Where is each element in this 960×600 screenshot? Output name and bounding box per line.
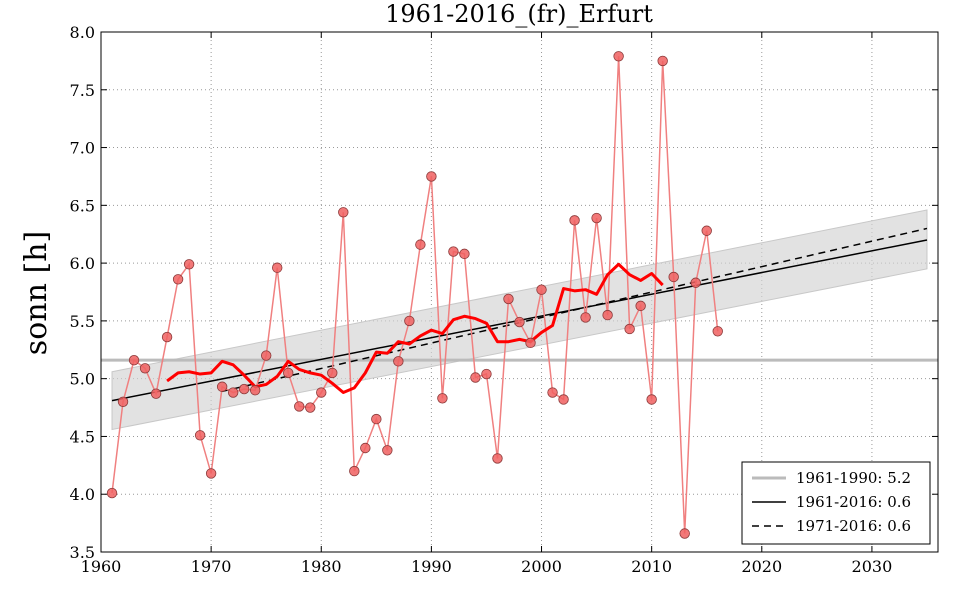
data-point-1992	[448, 246, 459, 257]
chart-title: 1961-2016_(fr)_Erfurt	[385, 0, 653, 28]
data-point-2014	[690, 277, 701, 288]
data-point-1965	[150, 388, 162, 399]
data-point-2016	[712, 326, 723, 337]
data-point-2013	[679, 528, 690, 539]
plot-area: 1960 1970 1980 1990 2000 2010 2020 2030 3.5 4.0 4.…	[70, 23, 939, 576]
data-point-1970	[205, 468, 217, 479]
x-tick-label-2010: 2010	[631, 557, 672, 576]
annual-series-line	[111, 56, 719, 534]
data-point-1982	[338, 207, 349, 218]
y-tick-label-7.5: 7.5	[70, 81, 95, 100]
y-tick-label-6.5: 6.5	[70, 196, 95, 215]
y-tick-label-3.5: 3.5	[70, 543, 95, 562]
data-point-1991	[437, 393, 448, 404]
axes-frame	[100, 31, 939, 553]
data-point-1993	[459, 248, 470, 260]
data-point-1998	[514, 316, 525, 328]
data-point-2011	[657, 55, 668, 67]
data-point-1966	[161, 331, 173, 343]
data-point-1977	[283, 367, 294, 379]
data-point-1996	[492, 453, 503, 464]
y-tick-label-5.5: 5.5	[70, 312, 95, 331]
y-tick-label-4.5: 4.5	[70, 427, 95, 446]
x-tick-label-1960: 1960	[81, 557, 122, 576]
data-point-1975	[260, 350, 272, 361]
y-tick-label-6: 6.0	[70, 254, 95, 273]
x-tick-label-2000: 2000	[521, 557, 562, 576]
data-point-1990	[426, 171, 437, 182]
data-point-2008	[624, 323, 635, 335]
y-axis-label: sonn [h]	[19, 231, 54, 355]
data-point-1989	[415, 239, 426, 250]
trend-line-1971-2016	[221, 227, 928, 393]
data-point-1967	[172, 274, 184, 285]
data-point-1979	[305, 402, 316, 413]
data-point-2002	[558, 394, 569, 405]
data-point-2003	[569, 215, 580, 226]
x-tick-label-2030: 2030	[852, 557, 893, 576]
data-point-2001	[547, 387, 558, 398]
data-point-1973	[238, 383, 250, 395]
data-point-1971	[216, 381, 228, 392]
legend-label-reference: 1961-1990: 5.2	[796, 469, 911, 487]
data-point-1995	[481, 368, 492, 380]
y-tick-label-7: 7.0	[70, 139, 95, 158]
data-point-2012	[668, 271, 679, 283]
data-point-2004	[580, 312, 591, 323]
data-point-1980	[316, 387, 327, 398]
legend-label-trend-1961: 1961-2016: 0.6	[796, 493, 911, 511]
data-point-1978	[294, 401, 305, 412]
data-point-2006	[602, 309, 613, 321]
data-point-1972	[227, 387, 239, 398]
data-point-2015	[701, 225, 712, 236]
data-point-2010	[646, 394, 657, 405]
data-point-1969	[194, 430, 206, 441]
legend: 1961-1990: 5.2 1961-2016: 0.6 1971-2016:…	[741, 461, 931, 545]
smoothed-series-line	[166, 262, 664, 395]
data-point-2009	[635, 300, 646, 312]
data-point-1987	[393, 356, 404, 367]
data-point-1981	[327, 367, 338, 379]
data-point-1963	[128, 354, 140, 366]
data-point-1962	[117, 396, 129, 407]
data-point-1961	[106, 487, 118, 499]
y-tick-label-8: 8.0	[70, 23, 95, 42]
data-point-2005	[591, 212, 602, 224]
data-point-1976	[272, 262, 283, 273]
data-point-2007	[613, 51, 624, 62]
legend-box	[741, 461, 931, 545]
y-tick-label-5: 5.0	[70, 370, 95, 389]
data-point-1986	[382, 445, 393, 456]
data-point-1988	[404, 315, 415, 327]
data-point-1968	[183, 259, 195, 270]
data-point-1983	[349, 465, 360, 477]
data-point-1999	[525, 337, 536, 349]
x-tick-label-1980: 1980	[301, 557, 342, 576]
data-point-1985	[371, 413, 382, 425]
data-point-1994	[470, 372, 481, 383]
legend-label-trend-1971: 1971-2016: 0.6	[796, 517, 911, 535]
x-tick-label-2020: 2020	[741, 557, 782, 576]
data-point-1974	[249, 385, 261, 396]
x-tick-label-1970: 1970	[191, 557, 232, 576]
data-point-1964	[139, 363, 151, 374]
x-tick-label-1990: 1990	[411, 557, 452, 576]
data-point-1997	[503, 293, 514, 305]
data-point-2000	[536, 284, 547, 295]
data-point-1984	[360, 442, 371, 454]
y-tick-label-4: 4.0	[70, 485, 95, 504]
